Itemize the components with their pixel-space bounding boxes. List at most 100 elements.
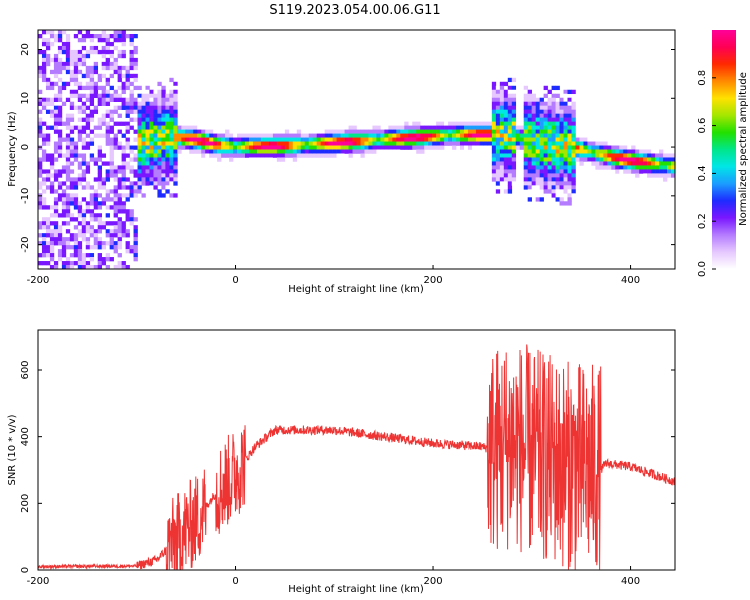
spectrogram-cell — [428, 125, 433, 130]
spectrogram-cell — [651, 157, 656, 162]
spectrogram-cell — [503, 157, 509, 162]
spectrogram-cell — [479, 125, 485, 130]
spectrogram-cell — [535, 165, 540, 170]
spectrogram-cell — [491, 149, 497, 154]
spectrogram-cell — [651, 161, 656, 166]
spectrogram-cell — [105, 49, 110, 55]
spectrogram-cell — [101, 73, 106, 79]
spectrogram-cell — [125, 145, 130, 150]
spectrogram-cell — [117, 233, 122, 238]
spectrogram-cell — [404, 129, 409, 134]
spectrogram-cell — [555, 193, 560, 198]
spectrogram-cell — [499, 149, 505, 154]
spectrogram-cell — [125, 73, 130, 79]
colorbar-label: Normalized spectral amplitude — [738, 72, 749, 226]
spectrogram-cell — [81, 221, 87, 226]
spectrogram-cell — [495, 121, 501, 126]
spectrogram-cell — [61, 121, 67, 126]
spectrogram-cell — [635, 149, 640, 154]
spectrogram-cell — [145, 153, 150, 158]
spectrogram-cell — [507, 93, 513, 99]
spectrogram-cell — [527, 93, 532, 99]
spectrogram-cell — [515, 133, 521, 138]
spectrogram-cell — [73, 217, 79, 222]
spectrogram-cell — [165, 141, 170, 146]
spectrogram-cell — [643, 161, 648, 166]
spectrogram-cell — [109, 149, 114, 154]
snr-x-tick-label: 200 — [423, 576, 442, 587]
spectrogram-cell — [57, 257, 63, 262]
spectrogram-cell — [169, 145, 174, 150]
spectrogram-cell — [432, 145, 437, 150]
spectrogram-cell — [93, 157, 99, 162]
spectrogram-cell — [440, 125, 445, 130]
spectrogram-cell — [471, 133, 477, 138]
spectrogram-cell — [543, 185, 548, 190]
spectrogram-cell — [499, 145, 505, 150]
spectrogram-cell — [85, 49, 91, 55]
spectrogram-cell — [539, 137, 544, 142]
spectrogram-cell — [499, 157, 505, 162]
spectrogram-cell — [41, 233, 47, 238]
spectrogram-cell — [241, 141, 246, 146]
spectrogram-cell — [93, 197, 99, 202]
spectrogram-cell — [149, 97, 154, 102]
spectrogram-cell — [93, 177, 99, 182]
spectrogram-cell — [41, 49, 47, 55]
spectrogram-cell — [519, 137, 525, 142]
spectrogram-cell — [392, 149, 397, 154]
spectrogram-cell — [583, 149, 588, 154]
spectrogram-cell — [77, 30, 83, 35]
spectrogram-cell — [328, 133, 333, 138]
spectrogram-cell — [113, 30, 118, 35]
spectrogram-cell — [571, 133, 576, 138]
spectrogram-cell — [145, 181, 150, 186]
spectrogram-cell — [280, 149, 286, 154]
colorbar-tick-label: 0.6 — [697, 118, 708, 134]
spectrogram-cell — [535, 101, 540, 106]
spectrogram-cell — [81, 61, 87, 67]
spectrogram-cell — [117, 37, 122, 43]
spectrogram-cell — [77, 245, 83, 250]
spectrogram-cell — [348, 145, 353, 150]
spectrogram-cell — [479, 145, 485, 150]
spectrogram-cell — [583, 145, 588, 150]
spectrogram-cell — [89, 97, 95, 102]
spectrogram-cell — [77, 165, 83, 170]
spectrogram-cell — [61, 261, 67, 266]
spectrogram-cell — [113, 201, 118, 206]
spectrogram-cell — [133, 109, 138, 114]
spectrogram-cell — [185, 137, 190, 142]
spectrogram-cell — [503, 109, 509, 114]
spectrogram-cell — [101, 197, 106, 202]
spectrogram-cell — [296, 153, 302, 158]
spectrogram-cell — [73, 65, 79, 71]
spectrogram-cell — [197, 145, 202, 150]
spectrogram-cell — [555, 197, 560, 202]
spectrogram-cell — [133, 33, 138, 39]
spectrogram-x-ticks: -200 0 200 400 — [27, 265, 640, 286]
spectrogram-cell — [185, 125, 190, 130]
spectrogram-cell — [109, 161, 114, 166]
spectrogram-cell — [511, 109, 517, 114]
spectrogram-cell — [38, 197, 43, 202]
spectrogram-cell — [117, 197, 122, 202]
spectrogram-cell — [125, 125, 130, 130]
spectrogram-cell — [567, 169, 572, 174]
spectrogram-cell — [499, 113, 505, 118]
spectrogram-cell — [360, 141, 365, 146]
spectrogram-cell — [145, 137, 150, 142]
spectrogram-cell — [45, 241, 51, 246]
spectrogram-cell — [209, 153, 214, 158]
spectrogram-cell — [511, 93, 517, 99]
spectrogram-cell — [109, 173, 114, 178]
spectrogram-cell — [53, 105, 59, 110]
spectrogram-cell — [559, 161, 564, 166]
spectrogram-cell — [45, 101, 51, 106]
spectrogram-cell — [141, 129, 146, 134]
spectrogram-cell — [165, 177, 170, 182]
spectrogram-cell — [643, 165, 648, 170]
spectrogram-cell — [396, 149, 401, 154]
spectrogram-cell — [503, 133, 509, 138]
